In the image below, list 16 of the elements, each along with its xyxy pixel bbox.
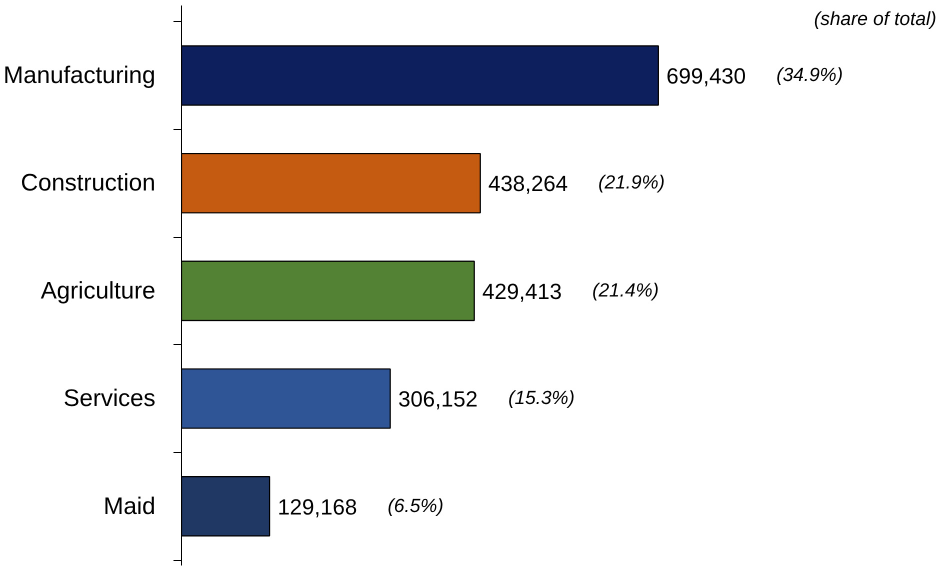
text: (34.9%) xyxy=(776,65,843,86)
y-tick-label: Services xyxy=(63,385,156,412)
data-label: 129,168 xyxy=(278,494,358,520)
annotation: (21.9%) xyxy=(598,172,665,194)
data-label: 306,152 xyxy=(398,386,478,412)
data-label: 429,413 xyxy=(482,278,562,304)
annotation: (21.4%) xyxy=(592,280,659,302)
data-label: 699,430 xyxy=(666,64,746,88)
annotation: (6.5%) xyxy=(388,496,444,517)
y-tick-label: Agriculture xyxy=(40,277,156,304)
y-tick-label: Maid xyxy=(103,492,156,520)
annotation: (15.3%) xyxy=(508,388,575,410)
y-tick-label: Construction xyxy=(20,170,156,197)
data-label: 438,264 xyxy=(488,171,568,196)
text: (share of total) xyxy=(814,9,936,30)
y-tick-label: Manufacturing xyxy=(3,62,156,89)
